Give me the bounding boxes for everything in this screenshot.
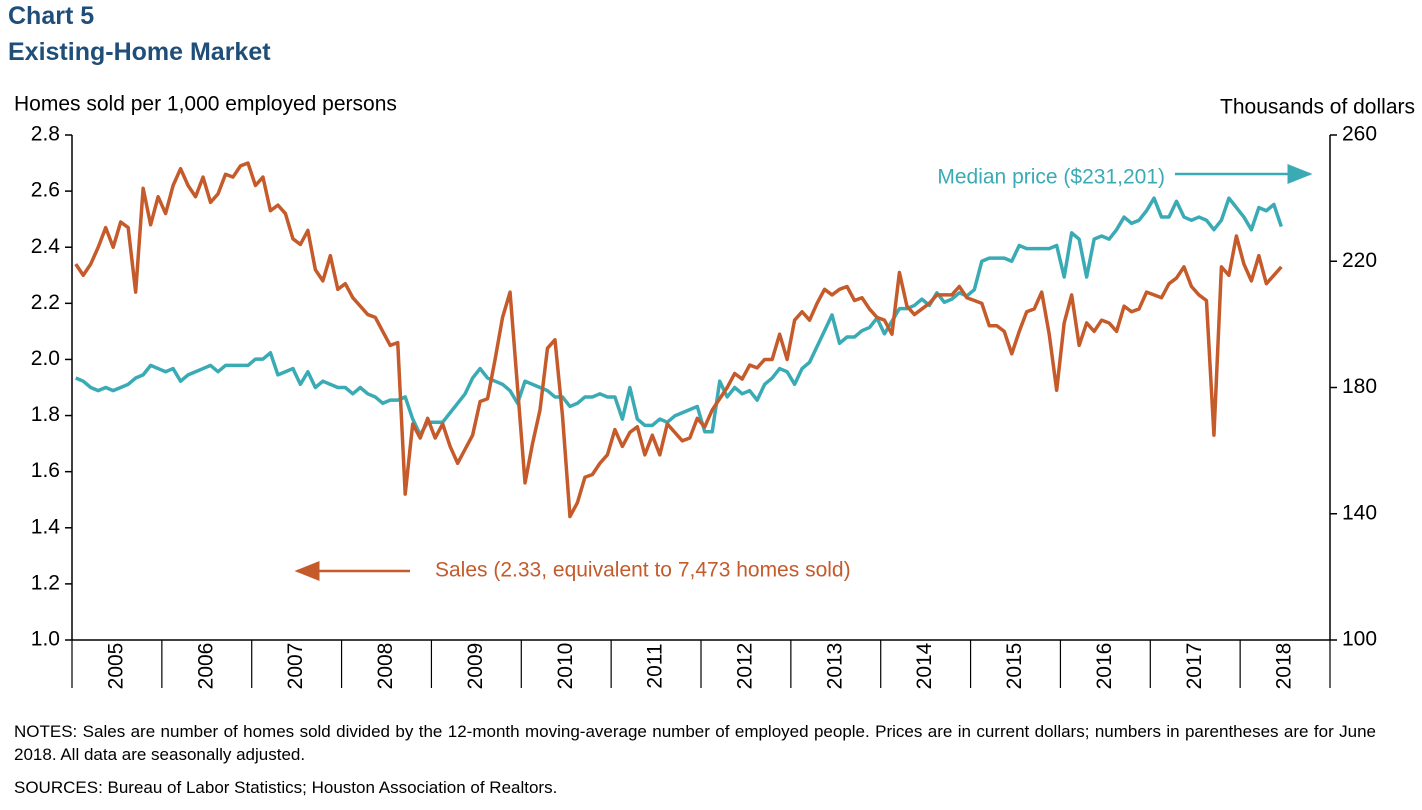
x-tick-label: 2014: [913, 642, 936, 689]
y-tick-label: 2.6: [31, 179, 60, 202]
x-tick-label: 2015: [1003, 643, 1026, 690]
y-axis-label: Homes sold per 1,000 employed persons: [14, 93, 397, 116]
chart: Homes sold per 1,000 employed persons Th…: [14, 93, 1415, 690]
x-tick-label: 2012: [733, 643, 756, 690]
x-tick-label: 2009: [464, 643, 487, 690]
x-tick-label: 2005: [104, 643, 127, 690]
y-tick-label: 1.8: [31, 403, 60, 426]
notes: NOTES: Sales are number of homes sold di…: [14, 722, 1376, 764]
sales-annotation: Sales (2.33, equivalent to 7,473 homes s…: [435, 559, 851, 582]
y-tick-label: 2.4: [31, 235, 61, 258]
y-tick-label: 2.8: [31, 123, 60, 146]
y2-tick-label: 140: [1342, 501, 1377, 524]
y2-tick-label: 180: [1342, 375, 1377, 398]
chart-title: Chart 5: [8, 2, 95, 30]
y-tick-label: 2.2: [31, 291, 60, 314]
x-tick-label: 2018: [1273, 643, 1296, 690]
y-tick-label: 1.2: [31, 571, 60, 594]
y-tick-label: 1.6: [31, 459, 60, 482]
sources: SOURCES: Bureau of Labor Statistics; Hou…: [14, 778, 558, 797]
y2-axis-label: Thousands of dollars: [1220, 96, 1415, 119]
y-tick-label: 1.0: [31, 628, 60, 651]
y2-tick-label: 260: [1342, 123, 1377, 146]
x-tick-label: 2011: [644, 643, 667, 688]
chart-subtitle: Existing-Home Market: [8, 38, 271, 66]
series-line: [75, 196, 1283, 437]
x-tick-label: 2008: [374, 643, 397, 690]
series-line: [74, 161, 1283, 519]
x-tick-label: 2010: [554, 643, 577, 690]
y2-tick-label: 100: [1342, 628, 1377, 651]
y-tick-label: 1.4: [31, 515, 61, 538]
y2-tick-label: 220: [1342, 249, 1377, 272]
x-tick-label: 2016: [1093, 643, 1116, 690]
x-tick-label: 2013: [823, 643, 846, 690]
x-tick-label: 2017: [1183, 643, 1206, 690]
x-tick-label: 2006: [194, 643, 217, 690]
x-tick-label: 2007: [284, 643, 307, 690]
y-tick-label: 2.0: [31, 347, 60, 370]
price-annotation: Median price ($231,201): [937, 166, 1165, 189]
